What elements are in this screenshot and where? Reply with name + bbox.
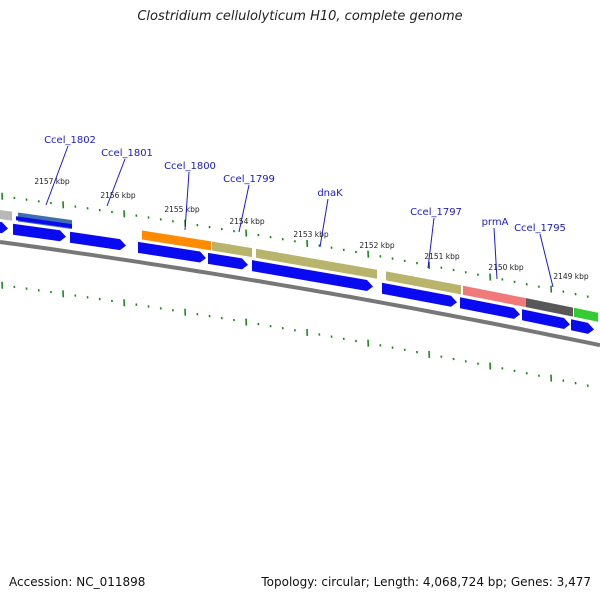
feature-khaki: [256, 248, 377, 279]
feature-khaki: [212, 241, 252, 258]
gene-leader-line: [184, 171, 190, 231]
feature-khaki: [386, 271, 461, 295]
gene-label: Ccel_1800: [164, 161, 216, 172]
cds-arrow: [138, 241, 206, 263]
cds-arrow: [382, 282, 457, 307]
scale-label: 2157 kbp: [34, 177, 70, 186]
genome-stats-text: Topology: circular; Length: 4,068,724 bp…: [261, 575, 591, 589]
cds-arrow: [252, 260, 373, 291]
backbone-line: [0, 240, 600, 348]
feature-salmon: [463, 285, 526, 308]
cds-arrow: [0, 222, 8, 234]
scale-label: 2153 kbp: [293, 230, 329, 239]
gene-label: Ccel_1799: [223, 174, 275, 185]
gene-label: prmA: [482, 217, 509, 228]
cds-arrow: [70, 231, 126, 251]
gene-label: Ccel_1801: [101, 148, 153, 159]
gene-label: Ccel_1795: [514, 223, 566, 234]
gene-label: Ccel_1802: [44, 135, 96, 146]
cds-arrow: [16, 216, 72, 229]
cds-arrow: [522, 309, 570, 329]
gene-leader-line: [319, 198, 329, 248]
accession-text: Accession: NC_011898: [9, 575, 146, 589]
scale-label: 2156 kbp: [100, 191, 136, 200]
gene-label: dnaK: [317, 188, 343, 199]
gene-label: Ccel_1797: [410, 207, 462, 218]
scale-label: 2155 kbp: [164, 205, 200, 214]
map-title: Clostridium cellulolyticum H10, complete…: [137, 9, 463, 24]
feature-green: [574, 307, 598, 322]
gene-leader-line: [493, 227, 498, 280]
scale-label: 2152 kbp: [359, 241, 395, 250]
cds-arrow: [208, 252, 248, 270]
cds-arrow: [13, 223, 66, 242]
gene-leader-line: [238, 184, 250, 233]
feature-gray: [0, 210, 12, 221]
scale-label: 2149 kbp: [553, 272, 589, 281]
scale-label: 2150 kbp: [488, 263, 524, 272]
inner-tick-row: [1, 281, 589, 387]
gene-leader-line: [45, 145, 69, 206]
scale-label: 2154 kbp: [229, 217, 265, 226]
gene-leader-line: [106, 158, 126, 207]
feature-darkgray: [526, 298, 573, 317]
gene-leader-line: [539, 233, 554, 288]
gene-leader-line: [427, 217, 435, 269]
scale-label: 2151 kbp: [424, 252, 460, 261]
cds-arrow: [460, 297, 520, 319]
cds-arrow: [571, 319, 594, 334]
feature-orange: [142, 230, 211, 251]
